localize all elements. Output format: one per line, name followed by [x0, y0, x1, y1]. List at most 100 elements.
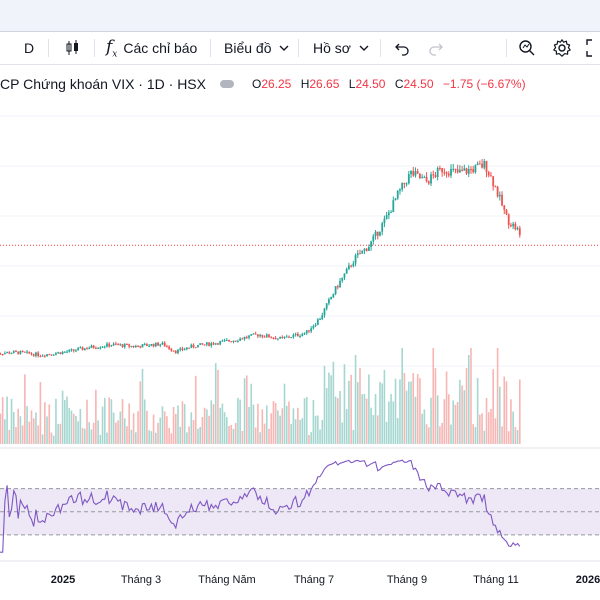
candle-body — [330, 297, 333, 300]
candle-body — [117, 344, 119, 346]
volume-bar — [392, 401, 395, 444]
volume-bar — [317, 415, 319, 444]
candle-body — [274, 337, 277, 340]
candle-body — [43, 355, 46, 357]
volume-bar — [410, 381, 412, 444]
candle-body — [348, 265, 350, 269]
volume-bar — [312, 399, 315, 444]
candle-body — [476, 163, 479, 166]
volume-bar — [17, 408, 19, 444]
volume-bar — [150, 431, 153, 444]
volume-bar — [172, 407, 175, 444]
candle-body — [387, 212, 390, 216]
volume-bar — [163, 411, 166, 444]
price-chart[interactable]: 2025 Tháng 3 Tháng Năm Tháng 7 Tháng 9 Tháng … — [0, 96, 600, 600]
candle-body — [61, 351, 64, 355]
volume-bar — [274, 402, 277, 444]
interval-button[interactable]: D — [24, 32, 34, 64]
fullscreen-button[interactable] — [586, 32, 600, 64]
candle-body — [345, 268, 348, 274]
volume-bar — [294, 419, 297, 444]
volume-bar — [281, 408, 284, 444]
volume-bar — [432, 348, 435, 444]
volume-bar — [19, 416, 22, 444]
candle-body — [392, 200, 395, 212]
candle-body — [50, 354, 53, 356]
volume-bar — [401, 348, 403, 444]
close-value: 24.50 — [403, 77, 434, 91]
settings-button[interactable] — [552, 32, 572, 64]
candle-body — [219, 341, 222, 345]
candle-body — [276, 338, 279, 340]
volume-bar — [30, 410, 33, 444]
candle-body — [396, 190, 399, 199]
low-key: L — [348, 77, 356, 91]
candle-body — [427, 181, 430, 184]
volume-bar — [456, 402, 459, 444]
volume-bar — [246, 375, 248, 444]
search-button[interactable] — [518, 32, 536, 64]
volume-bars — [0, 348, 521, 444]
chevron-down-icon — [279, 45, 289, 51]
volume-bar — [314, 415, 317, 444]
candle-body — [272, 337, 275, 339]
volume-bar — [214, 363, 217, 444]
volume-bar — [208, 415, 210, 444]
candle-body — [407, 174, 410, 184]
volume-bar — [503, 376, 506, 444]
candle-body — [32, 354, 35, 356]
candle-body — [172, 350, 175, 352]
volume-bar — [439, 426, 441, 444]
volume-bar — [12, 411, 15, 444]
change-value: −1.75 (−6.67%) — [442, 77, 526, 91]
undo-icon — [395, 43, 409, 56]
symbol-title[interactable]: CP Chứng khoán VIX · 1D · HSX — [0, 76, 206, 92]
candle-body — [192, 344, 195, 348]
candle-body — [328, 299, 330, 304]
candle-body — [179, 348, 182, 350]
candle-body — [343, 273, 346, 278]
candle-body — [70, 349, 73, 351]
volume-bar — [152, 414, 155, 444]
candle-body — [423, 176, 426, 178]
volume-bar — [28, 421, 31, 444]
candle-body — [410, 170, 412, 175]
chart-type-button[interactable]: Biểu đồ — [224, 32, 291, 64]
volume-bar — [359, 368, 361, 444]
candle-body — [39, 355, 42, 357]
redo-button[interactable] — [428, 32, 444, 64]
candle-body — [321, 315, 324, 320]
volume-bar — [83, 428, 86, 444]
volume-bar — [416, 374, 419, 444]
candle-body — [458, 169, 461, 173]
chart-toolbar: D fx Các chỉ báo Biểu đồ Hồ sơ — [0, 32, 600, 64]
candle-body — [316, 319, 319, 325]
toolbar-separator — [380, 39, 381, 57]
undo-button[interactable] — [394, 32, 410, 64]
volume-bar — [4, 419, 6, 444]
volume-bar — [405, 390, 408, 444]
candle-body — [483, 161, 486, 168]
candle-body — [432, 174, 435, 176]
volume-bar — [137, 411, 139, 444]
candle-body — [6, 352, 8, 354]
indicators-button[interactable]: fx Các chỉ báo — [106, 32, 197, 64]
profile-button[interactable]: Hồ sơ — [313, 32, 371, 64]
volume-bar — [356, 382, 359, 444]
volume-bar — [177, 405, 179, 444]
candle-body — [123, 343, 126, 348]
volume-bar — [237, 397, 239, 444]
candle-body — [190, 344, 193, 348]
candle-body — [503, 205, 506, 210]
volume-bar — [181, 401, 184, 444]
volume-bar — [368, 374, 370, 444]
volume-bar — [257, 403, 259, 444]
candle-body — [128, 344, 131, 347]
volume-bar — [44, 402, 46, 444]
volume-bar — [334, 396, 337, 444]
candle-body — [279, 336, 281, 339]
candles-style-button[interactable] — [64, 32, 82, 64]
indicators-label: Các chỉ báo — [123, 40, 198, 56]
volume-bar — [250, 383, 253, 444]
volume-bar — [159, 417, 162, 444]
